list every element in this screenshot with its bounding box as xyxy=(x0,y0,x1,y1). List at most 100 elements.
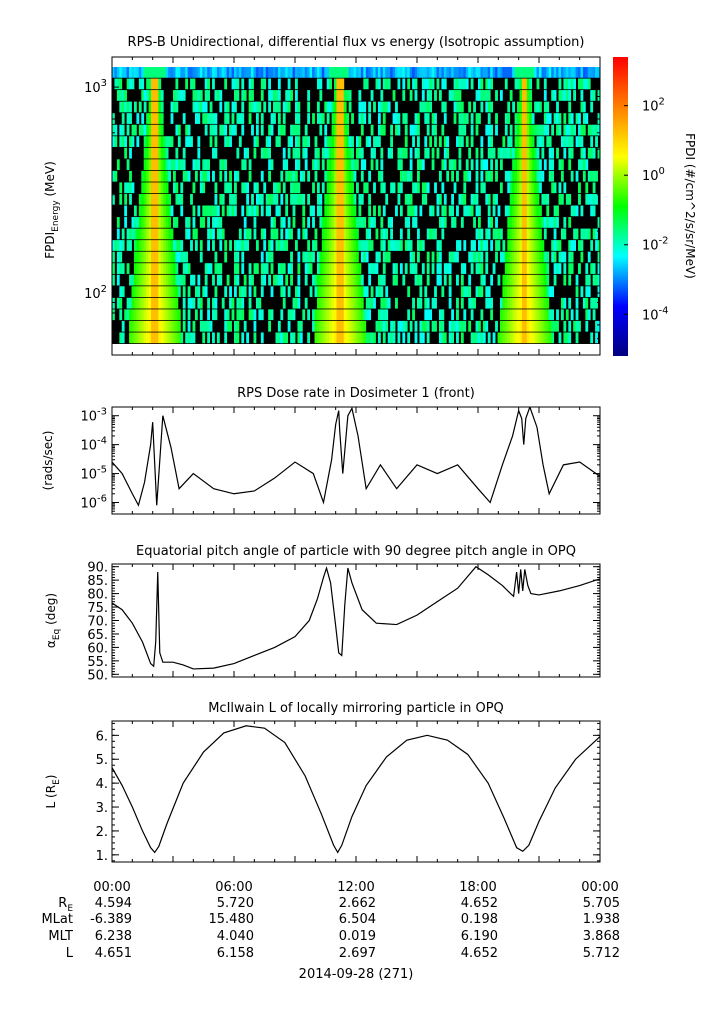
spectrogram-cell xyxy=(541,297,545,309)
spectrogram-cell xyxy=(373,263,376,274)
spectrogram-cell xyxy=(468,320,472,332)
spectrogram-cell xyxy=(495,193,498,205)
spectrogram-cell xyxy=(380,297,384,309)
spectrogram-cell xyxy=(548,67,552,78)
spectrogram-cell xyxy=(585,297,589,309)
spectrogram-cell xyxy=(563,90,567,101)
spectrogram-cell xyxy=(451,332,454,344)
spectrogram-cell xyxy=(468,147,472,159)
spectrogram-cell xyxy=(248,228,252,240)
spectrogram-cell xyxy=(165,170,169,182)
spectrogram-cell xyxy=(158,309,162,321)
spectrogram-cell xyxy=(580,67,584,78)
spectrogram-cell xyxy=(316,78,320,90)
spectrogram-cell xyxy=(502,136,506,147)
spectrogram-cell xyxy=(426,182,430,194)
spectrogram-cell xyxy=(382,124,386,136)
spectrogram-cell xyxy=(582,67,586,78)
spectrogram-cell xyxy=(163,263,167,274)
spectrogram-cell xyxy=(375,159,379,171)
spectrogram-cell xyxy=(504,124,508,136)
spectrogram-cell xyxy=(346,67,350,78)
spectrogram-cell xyxy=(563,332,567,344)
spectrogram-cell xyxy=(112,170,115,182)
spectrogram-cell xyxy=(268,136,271,147)
spectrogram-cell xyxy=(324,124,328,136)
spectrogram-cell xyxy=(417,124,420,136)
spectrogram-cell xyxy=(153,101,157,113)
spectrogram-cell xyxy=(143,332,147,344)
spectrogram-cell xyxy=(326,297,330,309)
spectrogram-cell xyxy=(177,320,181,332)
date-label: 2014-09-28 (271) xyxy=(299,967,414,982)
spectrogram-cell xyxy=(155,90,159,101)
spectrogram-cell xyxy=(487,297,491,309)
spectrogram-cell xyxy=(590,297,594,309)
spectrogram-cell xyxy=(129,78,132,90)
spectrogram-cell xyxy=(499,228,503,240)
spectrogram-cell xyxy=(341,124,345,136)
spectrogram-cell xyxy=(543,159,547,171)
spectrogram-cell xyxy=(187,320,191,332)
spectrogram-cell xyxy=(285,228,289,240)
spectrogram-cell xyxy=(353,170,357,182)
spectrogram-cell xyxy=(299,193,303,205)
spectrogram-cell xyxy=(319,309,323,321)
spectrogram-cell xyxy=(151,124,154,136)
spectrogram-cell xyxy=(543,228,547,240)
spectrogram-cell xyxy=(192,101,196,113)
spectrogram-cell xyxy=(534,147,537,159)
spectrogram-cell xyxy=(526,205,530,217)
spectrogram-cell xyxy=(431,147,435,159)
spectrogram-cell xyxy=(519,193,523,205)
spectrogram-cell xyxy=(487,286,491,298)
spectrogram-cell xyxy=(399,263,403,274)
spectrogram-cell xyxy=(485,124,489,136)
spectrogram-cell xyxy=(153,90,157,101)
spectrogram-cell xyxy=(424,101,428,113)
spectrogram-cell xyxy=(348,136,352,147)
spectrogram-cell xyxy=(180,193,184,205)
ephemeris-value: 4.594 xyxy=(95,896,132,911)
spectrogram-cell xyxy=(412,78,415,90)
spectrogram-cell xyxy=(192,297,196,309)
spectrogram-cell xyxy=(248,170,252,182)
spectrogram-cell xyxy=(204,286,208,298)
spectrogram-cell xyxy=(531,320,535,332)
spectrogram-cell xyxy=(158,113,162,124)
spectrogram-cell xyxy=(324,309,328,321)
spectrogram-cell xyxy=(392,90,396,101)
spectrogram-cell xyxy=(287,228,291,240)
spectrogram-cell xyxy=(141,263,145,274)
spectrogram-cell xyxy=(160,332,164,344)
spectrogram-cell xyxy=(148,286,152,298)
spectrogram-cell xyxy=(402,274,406,286)
spectrogram-cell xyxy=(353,286,357,298)
spectrogram-cell xyxy=(234,251,237,263)
spectrogram-cell xyxy=(297,182,301,194)
spectrogram-cell xyxy=(343,228,347,240)
spectrogram-cell xyxy=(409,90,413,101)
spectrogram-cell xyxy=(480,159,484,171)
spectrogram-cell xyxy=(556,217,559,228)
spectrogram-cell xyxy=(417,240,420,251)
spectrogram-cell xyxy=(324,251,328,263)
spectrogram-cell xyxy=(148,251,152,263)
spectrogram-cell xyxy=(263,147,267,159)
spectrogram-cell xyxy=(275,182,279,194)
spectrogram-cell xyxy=(236,297,240,309)
spectrogram-cell xyxy=(356,240,359,251)
spectrogram-cell xyxy=(468,297,472,309)
spectrogram-cell xyxy=(504,309,508,321)
spectrogram-cell xyxy=(153,159,157,171)
spectrogram-cell xyxy=(143,205,147,217)
spectrogram-cell xyxy=(126,240,130,251)
spectrogram-cell xyxy=(343,263,347,274)
spectrogram-cell xyxy=(348,182,352,194)
spectrogram-cell xyxy=(114,136,118,147)
spectrogram-cell xyxy=(509,193,513,205)
spectrogram-cell xyxy=(251,90,254,101)
spectrogram-cell xyxy=(375,263,379,274)
spectrogram-cell xyxy=(431,159,435,171)
spectrogram-cell xyxy=(138,228,142,240)
